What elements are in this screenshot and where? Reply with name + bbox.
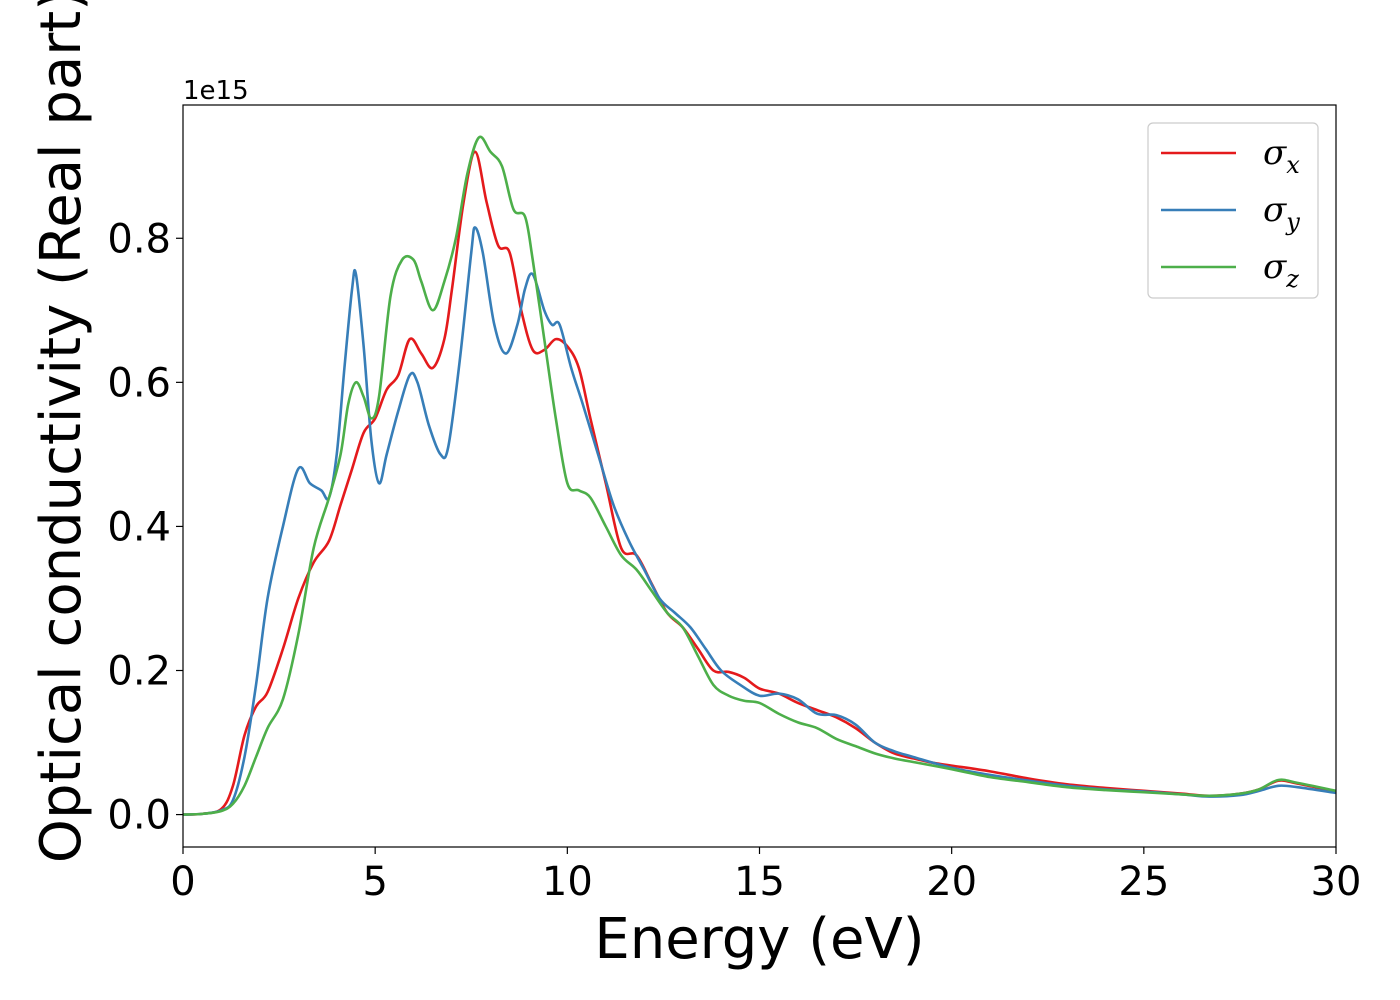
legend-label-z: σz <box>1263 247 1299 293</box>
x-tick-label: 5 <box>362 859 387 905</box>
series-line-x <box>183 150 1336 816</box>
y-tick-label: 0.8 <box>107 216 171 262</box>
y-tick-label: 0.0 <box>107 793 171 839</box>
y-tick-label: 0.4 <box>107 504 171 550</box>
x-tick-label: 30 <box>1311 859 1362 905</box>
y-tick-label: 0.2 <box>107 649 171 695</box>
x-tick-label: 0 <box>170 859 195 905</box>
y-offset-text: 1e15 <box>183 76 249 106</box>
x-tick-label: 15 <box>734 859 785 905</box>
legend-label-x: σx <box>1263 133 1300 179</box>
y-axis-title: Optical conductivity (Real part) <box>29 0 94 863</box>
legend: σx σy σz <box>1147 122 1319 299</box>
y-axis: 0.0 0.2 0.4 0.6 0.8 <box>107 216 183 839</box>
legend-label-y: σy <box>1263 190 1300 236</box>
x-axis-title: Energy (eV) <box>594 907 924 972</box>
series-line-z <box>183 135 1336 816</box>
series-layer <box>183 135 1336 816</box>
series-line-y <box>183 226 1336 816</box>
x-tick-label: 20 <box>926 859 977 905</box>
y-tick-label: 0.6 <box>107 360 171 406</box>
x-tick-label: 10 <box>542 859 593 905</box>
x-tick-label: 25 <box>1118 859 1169 905</box>
x-axis: 0 5 10 15 20 25 30 <box>170 847 1361 905</box>
